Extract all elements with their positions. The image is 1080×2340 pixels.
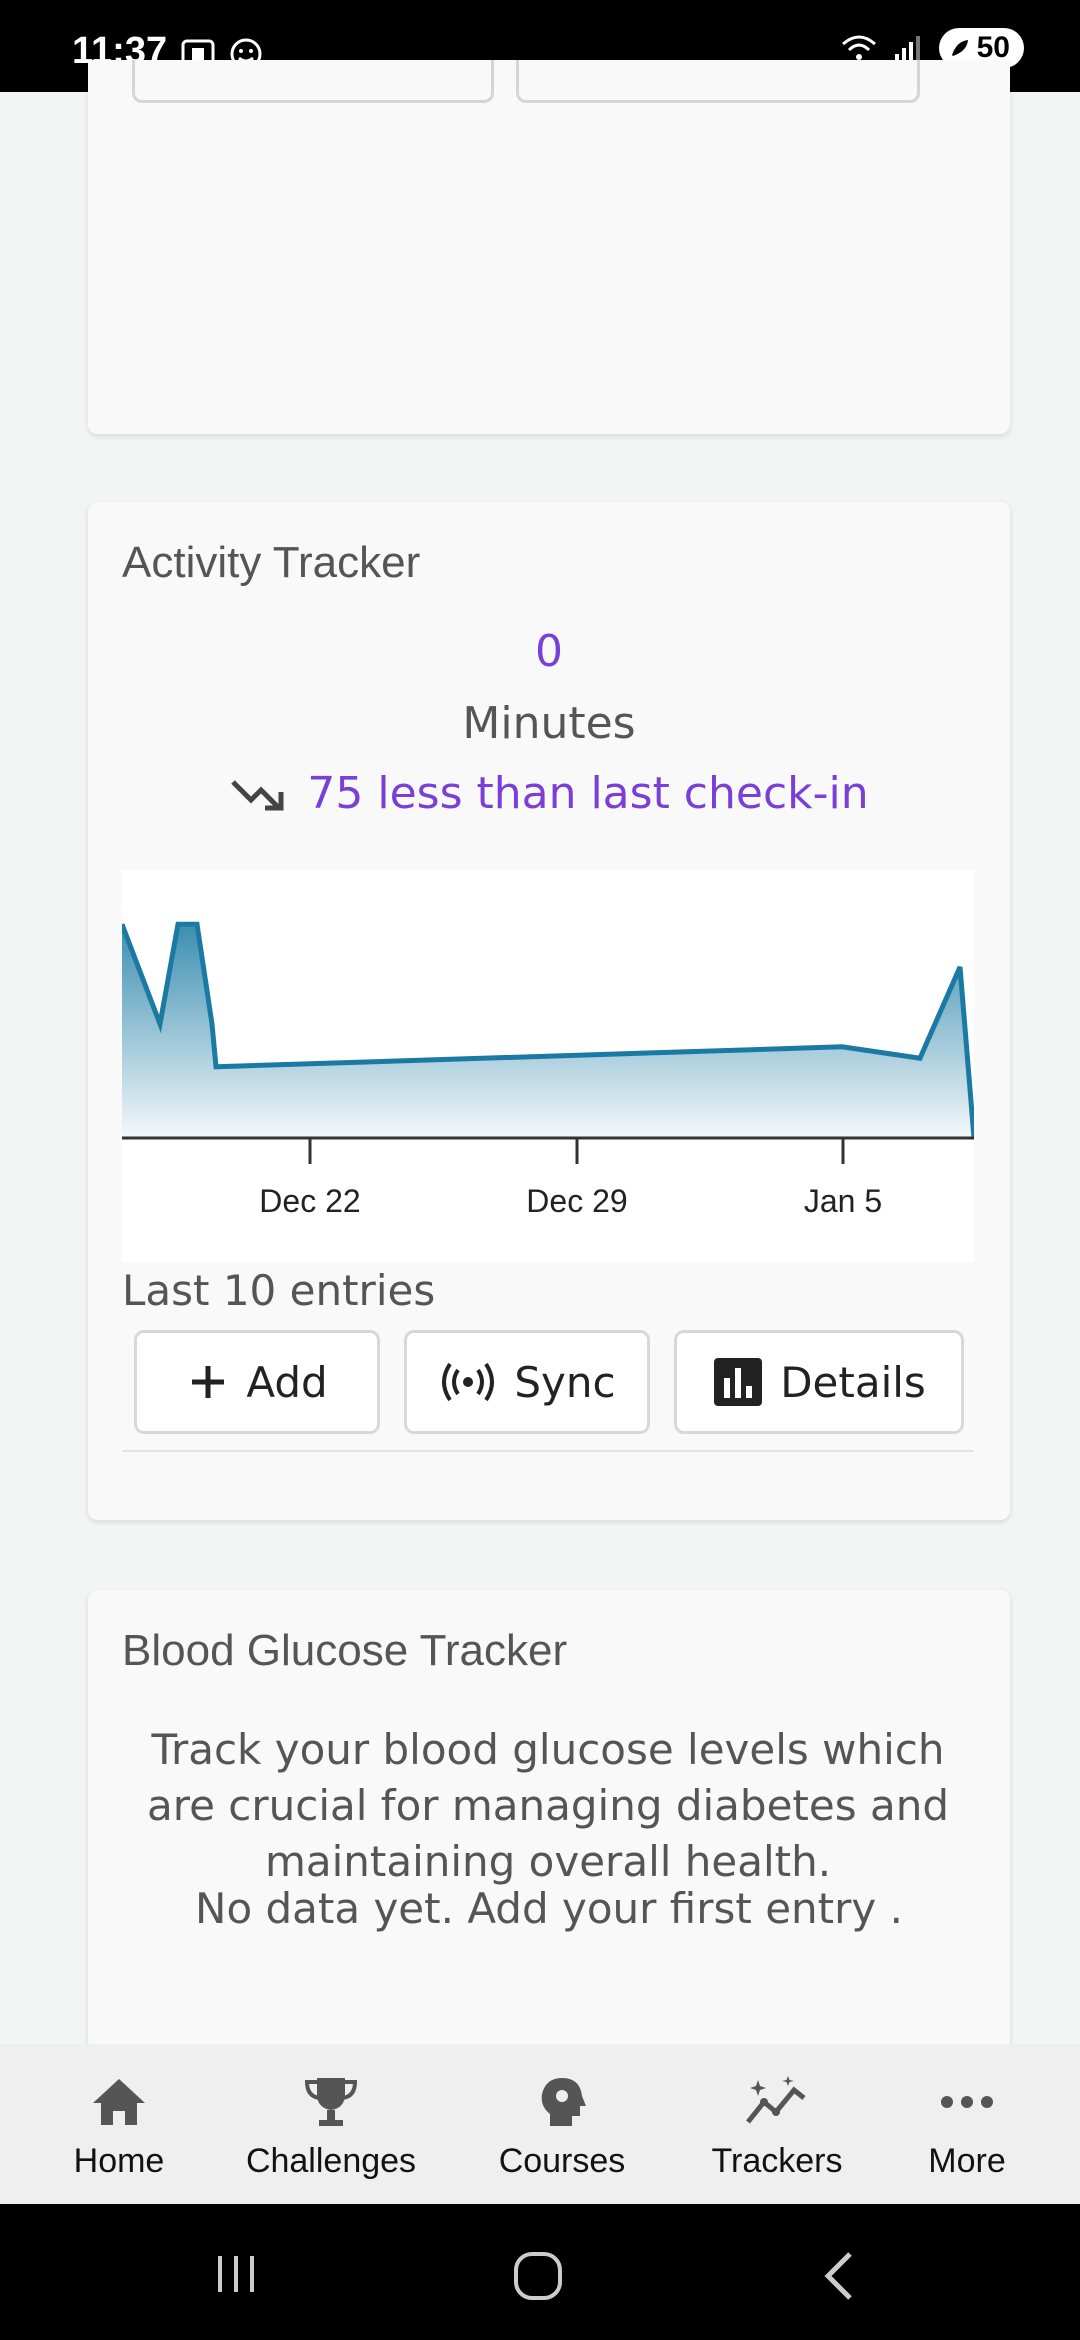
entries-label: Last 10 entries (122, 1266, 436, 1315)
nav-label: Challenges (245, 2142, 417, 2180)
trending-down-icon (231, 779, 284, 810)
trophy-icon (304, 2078, 358, 2126)
x-tick-label: Jan 5 (804, 1183, 882, 1219)
x-tick-label: Dec 22 (259, 1183, 360, 1219)
bottom-nav: Home Challenges Courses (0, 2044, 1080, 2204)
nav-label: More (928, 2142, 1006, 2180)
battery-level: 50 (976, 31, 1010, 64)
nav-label: Trackers (711, 2142, 843, 2180)
activity-area (122, 924, 974, 1138)
broadcast-icon (442, 1362, 495, 1402)
brain-icon (541, 2078, 586, 2126)
details-button-label: Details (780, 1357, 926, 1407)
nav-label: Home (73, 2142, 165, 2180)
metric-unit: Minutes (462, 698, 636, 749)
previous-tracker-card (88, 60, 1010, 434)
card-title: Blood Glucose Tracker (122, 1626, 568, 1675)
card-title: Activity Tracker (122, 538, 421, 587)
divider (122, 1450, 974, 1452)
change-text: 75 less than last check-in (307, 768, 869, 819)
glucose-description: Track your blood glucose levels which ar… (147, 1725, 949, 1886)
recent-apps-icon[interactable] (212, 2252, 260, 2296)
sync-button[interactable]: Sync (404, 1330, 650, 1434)
no-data-message: No data yet. Add your first entry . (195, 1884, 903, 1933)
details-button[interactable]: Details (674, 1330, 964, 1434)
nav-courses[interactable]: Courses (480, 2072, 644, 2181)
trend-icon (746, 2076, 806, 2124)
nav-label: Courses (498, 2142, 626, 2180)
previous-card-button[interactable] (516, 60, 920, 103)
signal-icon (894, 36, 920, 62)
nav-trackers[interactable]: Trackers (700, 2072, 854, 2181)
wifi-icon (841, 35, 876, 60)
home-button-icon[interactable] (512, 2250, 564, 2302)
blood-glucose-card: Blood Glucose Tracker Track your blood g… (88, 1590, 1010, 2050)
activity-line (122, 921, 974, 1139)
system-nav-bar (0, 2204, 1080, 2340)
nav-more[interactable]: More (904, 2072, 1030, 2181)
activity-chart-svg: Dec 22 Dec 29 Jan 5 (122, 921, 974, 1219)
activity-chart: Dec 22 Dec 29 Jan 5 (122, 870, 974, 1262)
plus-icon (192, 1366, 225, 1398)
activity-tracker-card: Activity Tracker 0 Minutes 75 less than … (88, 502, 1010, 1520)
nav-home[interactable]: Home (50, 2072, 188, 2181)
more-icon (941, 2096, 993, 2108)
add-button[interactable]: Add (134, 1330, 380, 1434)
sync-button-label: Sync (514, 1357, 616, 1407)
previous-card-button[interactable] (132, 60, 494, 103)
home-icon (93, 2079, 145, 2125)
add-button-label: Add (246, 1357, 328, 1407)
bar-chart-icon (714, 1358, 763, 1406)
x-tick-label: Dec 29 (526, 1183, 627, 1219)
nav-challenges[interactable]: Challenges (236, 2072, 426, 2181)
metric-change: 75 less than last check-in (88, 768, 1010, 819)
back-icon[interactable] (820, 2250, 860, 2302)
metric-value: 0 (535, 626, 563, 677)
